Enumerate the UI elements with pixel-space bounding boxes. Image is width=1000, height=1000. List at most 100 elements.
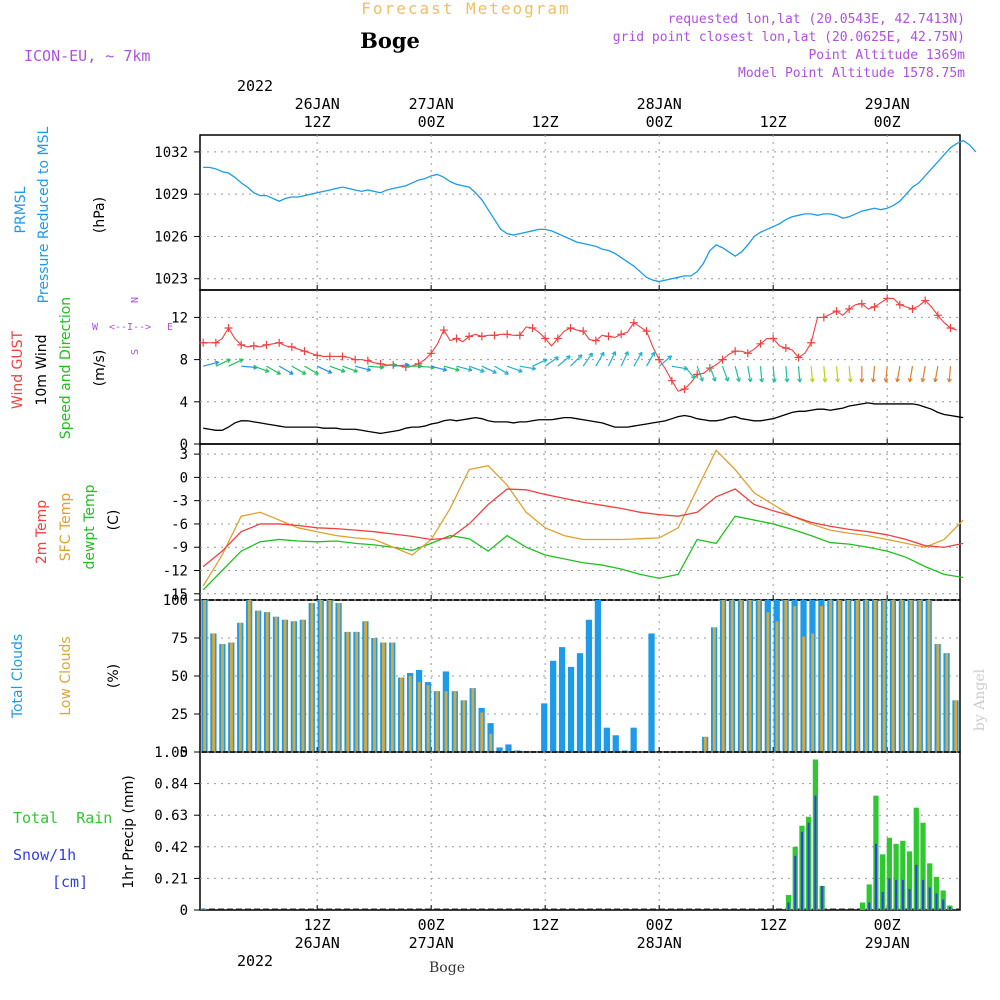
cloud-low-bar xyxy=(238,622,242,752)
gust-marker xyxy=(883,294,892,303)
cloud-low-bar xyxy=(748,600,752,752)
top-axis-year: 2022 xyxy=(237,77,273,95)
wind-direction-arrow xyxy=(342,365,358,373)
wind-arrow-head xyxy=(624,351,629,356)
cloud-total-bar xyxy=(567,666,575,752)
wind-direction-arrow xyxy=(747,366,752,383)
wind-direction-arrow xyxy=(696,365,704,382)
pressure-ytick-label: 1023 xyxy=(154,272,188,288)
wind-direction-arrow xyxy=(595,352,605,367)
cloud-total-bar xyxy=(648,633,655,752)
wind-arrow-head xyxy=(920,377,926,383)
wind-arrow-head xyxy=(847,378,853,383)
clouds-ytick-label: 75 xyxy=(171,631,188,647)
wind-direction-arrow xyxy=(241,365,258,369)
pressure-frame xyxy=(199,134,961,291)
cloud-low-bar xyxy=(811,633,815,752)
bottom-axis-date: 29JAN xyxy=(865,934,910,952)
wind-ytick-label: 0 xyxy=(180,437,188,453)
wind-direction-arrow xyxy=(734,366,740,382)
footer-location: Boge xyxy=(429,960,465,976)
wind-direction-arrow xyxy=(228,358,244,367)
temp-label-unit: (C) xyxy=(106,510,122,531)
wind-direction-arrow xyxy=(872,366,876,383)
gust-marker xyxy=(933,311,942,320)
wind-arrow-head xyxy=(933,377,939,383)
cloud-low-bar xyxy=(838,600,841,752)
wind-direction-arrow xyxy=(620,351,629,367)
wind-ytick-label: 4 xyxy=(180,395,188,411)
gust-marker xyxy=(908,304,917,313)
wind-label-10m: 10m Wind xyxy=(34,334,50,405)
cloud-low-bar xyxy=(846,600,850,752)
wind-arrow-head xyxy=(638,351,643,357)
cloud-total-bar xyxy=(541,703,548,752)
wind-arrow-head xyxy=(327,369,333,374)
pressure-ytick-label: 1029 xyxy=(154,187,188,203)
gust-marker xyxy=(325,352,334,361)
wind-direction-arrow xyxy=(810,366,814,383)
snow-bar xyxy=(915,864,918,910)
wind-direction-arrow xyxy=(684,365,696,379)
header-location: Boge xyxy=(360,28,420,53)
temperature-ytick-label: 0 xyxy=(180,470,188,486)
gust-marker xyxy=(351,355,360,364)
wind-arrow-head xyxy=(724,377,730,382)
wind-direction-arrow xyxy=(355,365,371,371)
wind-label-unit: (m/s) xyxy=(92,350,108,387)
gust-marker xyxy=(237,340,246,349)
compass-e: E xyxy=(167,322,173,333)
pressure-panel-labels: PRMSL Pressure Reduced to MSL (hPa) xyxy=(13,126,108,303)
top-axis-hour: 12Z xyxy=(532,113,559,131)
gust-marker xyxy=(439,326,448,335)
wind-direction-arrow xyxy=(645,352,656,367)
gust-marker xyxy=(199,338,208,347)
wind-direction-arrow xyxy=(835,366,839,383)
gust-marker xyxy=(591,336,600,345)
wind-direction-arrow xyxy=(494,365,509,375)
gust-marker xyxy=(781,344,790,353)
wind-direction-arrow xyxy=(393,364,410,367)
gust-marker xyxy=(363,356,372,365)
gust-marker xyxy=(503,330,512,339)
cloud-low-bar xyxy=(784,600,788,752)
wind-arrow-head xyxy=(226,358,231,363)
bottom-axis-date: 26JAN xyxy=(295,934,340,952)
gust-marker xyxy=(857,299,866,308)
gust-marker xyxy=(541,334,550,343)
gust-line xyxy=(203,297,958,392)
wind-arrow-head xyxy=(554,356,559,361)
cloud-low-bar xyxy=(793,606,797,752)
gust-marker xyxy=(313,351,322,360)
cloud-label-unit: (%) xyxy=(106,664,122,688)
snow-bar xyxy=(874,843,877,910)
gust-marker xyxy=(376,359,385,368)
bottom-axis-year: 2022 xyxy=(237,952,273,970)
cloud-low-bar xyxy=(954,700,958,752)
cloud-low-bar xyxy=(417,682,421,752)
snow-bar xyxy=(807,822,810,910)
wind-direction-arrow xyxy=(506,365,523,373)
cloud-low-bar xyxy=(435,691,439,752)
wind-direction-arrow xyxy=(468,365,485,373)
cloud-total-bar xyxy=(621,750,628,752)
wind-direction-arrow xyxy=(291,365,306,375)
wind-arrow-head xyxy=(946,378,952,383)
cloud-low-bar xyxy=(775,621,779,752)
footer-credit: by Angel xyxy=(972,668,988,731)
cloud-low-bar xyxy=(703,736,707,752)
wind-arrow-head xyxy=(442,367,448,372)
snow-bar xyxy=(202,908,205,910)
wind-arrow-head xyxy=(238,358,244,363)
cloud-low-bar xyxy=(328,600,332,752)
gust-marker xyxy=(566,323,575,332)
rain-bar xyxy=(893,843,899,910)
wind-arrow-head xyxy=(314,370,319,375)
snow-bar xyxy=(787,902,790,910)
cloud-low-bar xyxy=(221,644,224,752)
gust-marker xyxy=(275,338,284,347)
wind-arrow-head xyxy=(771,378,777,383)
clouds-ytick-label: 100 xyxy=(163,593,188,609)
cloud-total-bar xyxy=(585,619,593,752)
gust-marker xyxy=(769,334,778,343)
